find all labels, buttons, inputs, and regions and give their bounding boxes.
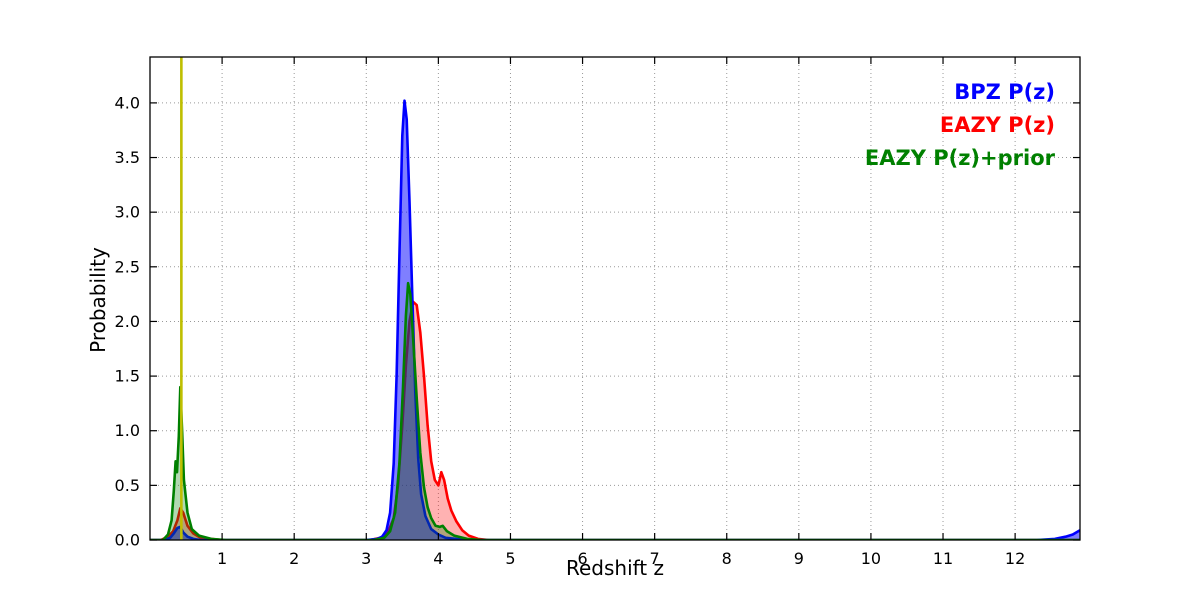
x-tick-label: 5	[505, 549, 515, 568]
legend: BPZ P(z) EAZY P(z) EAZY P(z)+prior	[865, 76, 1055, 175]
y-tick-label: 0.0	[115, 531, 140, 550]
x-tick-label: 2	[289, 549, 299, 568]
y-axis-label: Probability	[86, 247, 110, 353]
x-tick-label: 11	[933, 549, 953, 568]
y-tick-label: 1.5	[115, 367, 140, 386]
y-tick-label: 3.0	[115, 203, 140, 222]
x-tick-label: 6	[577, 549, 587, 568]
x-tick-label: 12	[1005, 549, 1025, 568]
x-tick-label: 9	[794, 549, 804, 568]
legend-item-eazy-prior: EAZY P(z)+prior	[864, 146, 1055, 170]
axes-frame	[149, 56, 1081, 541]
x-tick-label: 8	[722, 549, 732, 568]
x-tick-label: 4	[433, 549, 443, 568]
x-tick-label: 3	[361, 549, 371, 568]
legend-item-bpz: BPZ P(z)	[954, 80, 1055, 104]
y-tick-label: 4.0	[115, 93, 140, 112]
x-axis-label: Redshift z	[565, 556, 665, 580]
x-tick-label: 7	[650, 549, 660, 568]
x-tick-label: 10	[861, 549, 881, 568]
y-tick-label: 2.5	[115, 257, 140, 276]
series-line-eazy-prior	[150, 281, 1080, 540]
legend-item-eazy: EAZY P(z)	[939, 113, 1055, 137]
y-tick-label: 0.5	[115, 476, 140, 495]
y-tick-label: 2.0	[115, 312, 140, 331]
series-line-eazy	[150, 300, 1080, 540]
y-tick-label: 3.5	[115, 148, 140, 167]
y-tick-label: 1.0	[115, 421, 140, 440]
x-tick-label: 1	[217, 549, 227, 568]
series-fill-eazy	[150, 301, 1080, 540]
series-line-bpz	[150, 99, 1080, 540]
